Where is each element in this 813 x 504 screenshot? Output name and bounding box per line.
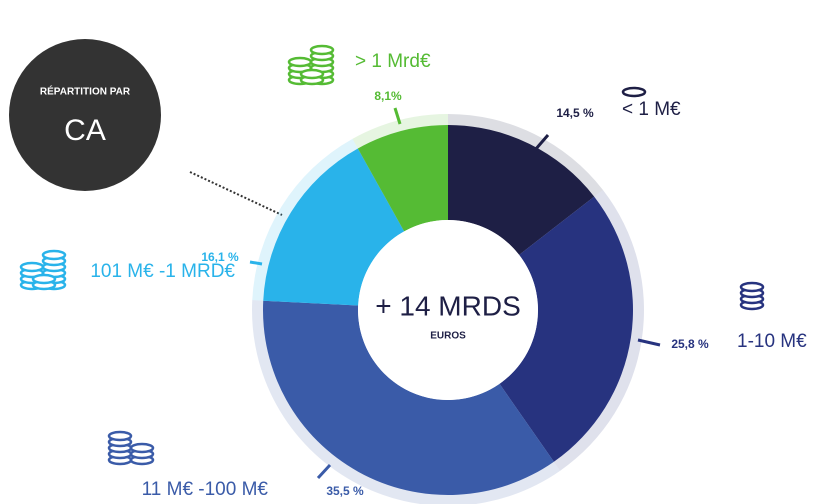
segment: [499, 196, 633, 462]
leader-tick: [393, 107, 402, 125]
center-text: + 14 MRDS: [375, 290, 521, 321]
value-label: 16,1 %: [201, 250, 239, 264]
coin-icon: [309, 44, 335, 56]
value-label: 25,8 %: [671, 337, 709, 351]
coin-icon: [19, 261, 45, 273]
segment: [357, 125, 448, 232]
value-label: 35,5 %: [326, 484, 364, 498]
coin-icon: [287, 56, 313, 68]
badge-title: CA: [64, 114, 106, 147]
value-label: 8,1%: [374, 89, 402, 103]
leader-tick: [533, 134, 550, 151]
coin-icon: [41, 249, 67, 261]
coin-icon: [739, 281, 765, 293]
connector: [189, 171, 283, 216]
coin-icon: [107, 430, 133, 442]
category-label: < 1 M€: [622, 99, 681, 120]
coin-icon: [31, 273, 57, 285]
segment: [448, 125, 595, 255]
category-label: > 1 Mrd€: [355, 51, 431, 72]
coin-icon: [129, 442, 155, 454]
segment: [263, 300, 554, 496]
badge-subtitle: RÉPARTITION PAR: [40, 85, 131, 98]
category-label: 11 M€ -100 M€: [142, 479, 269, 500]
segment: [263, 148, 405, 306]
category-label: 1-10 M€: [737, 331, 807, 352]
leader-tick: [637, 338, 661, 347]
leader-tick: [249, 260, 263, 266]
donut-hole: [358, 220, 538, 400]
title-badge: [9, 39, 161, 191]
coin-icon: [621, 86, 647, 98]
donut: [252, 114, 644, 504]
center-subtext: EUROS: [430, 331, 466, 342]
leader-tick: [316, 463, 332, 480]
value-label: 14,5 %: [556, 106, 594, 120]
coin-icon: [299, 68, 325, 80]
category-label: 101 M€ -1 MRD€: [90, 261, 235, 282]
